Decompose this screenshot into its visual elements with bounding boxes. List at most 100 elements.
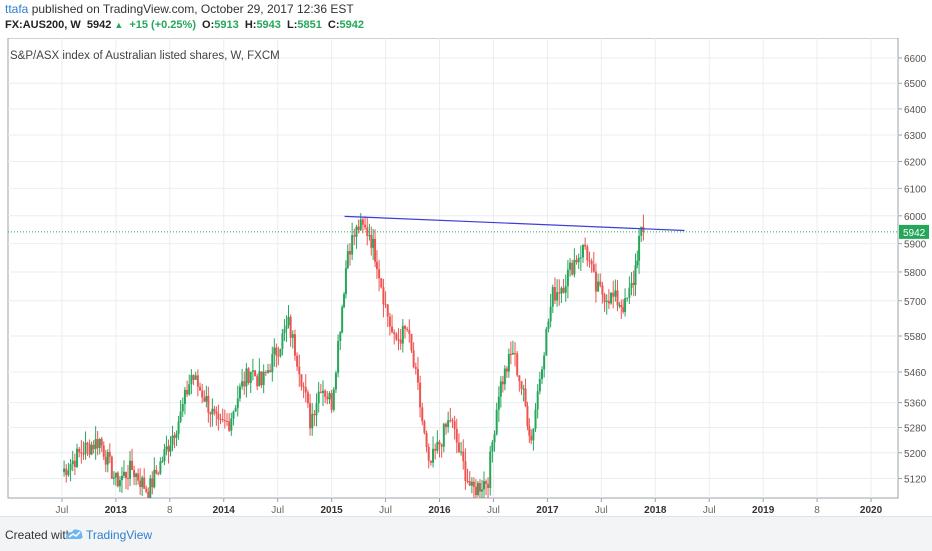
candle-body: [165, 446, 168, 450]
candle-body: [401, 326, 404, 344]
x-tick-label: 2017: [536, 505, 559, 516]
candle-body: [438, 441, 441, 445]
candle-body: [374, 238, 377, 262]
candle-body: [177, 421, 180, 434]
candle-body: [241, 381, 244, 387]
candle-body: [157, 473, 160, 475]
tradingview-brand-link[interactable]: TradingView: [86, 528, 153, 542]
change-value: +15 (+0.25%): [129, 19, 196, 31]
candle-body: [444, 423, 447, 428]
candle-body: [211, 408, 214, 415]
candle-body: [501, 381, 504, 385]
price-chart[interactable]: 5120 5200 5280 5360 5460 5580 5700 5800 5900 6000…: [0, 38, 932, 516]
candle-body: [579, 257, 582, 259]
candle-body: [153, 469, 156, 488]
candle-body: [92, 444, 95, 449]
candle-body: [254, 370, 257, 377]
y-tick-label: 5580: [904, 332, 927, 343]
candle-body: [223, 420, 226, 422]
candle-body: [285, 325, 288, 330]
candle-body: [460, 451, 463, 453]
candle-body: [343, 294, 346, 308]
candle-body: [258, 371, 261, 387]
candle-body: [442, 423, 445, 447]
candle-body: [436, 441, 439, 451]
candle-body: [551, 287, 554, 307]
last-price: 5942: [86, 19, 112, 31]
candle-body: [287, 316, 290, 326]
candle-body: [86, 442, 89, 445]
y-tick-label: 6300: [904, 131, 927, 142]
candle-body: [328, 393, 331, 400]
candle-body: [474, 486, 477, 496]
y-tick-label: 5800: [904, 268, 927, 279]
candle-body: [271, 354, 274, 373]
candle-body: [179, 411, 182, 422]
candle-body: [630, 282, 633, 288]
candle-body: [520, 381, 523, 389]
candle-body: [309, 403, 312, 429]
candle-body: [393, 332, 396, 334]
candle-body: [636, 260, 639, 266]
candle-body: [399, 339, 402, 344]
symbol-label: FX:AUS200, W: [5, 19, 81, 31]
tradingview-logo-icon[interactable]: [64, 526, 84, 542]
candle-body: [322, 390, 325, 393]
candle-body: [569, 262, 572, 270]
candle-body: [423, 421, 426, 433]
candle-body: [120, 475, 123, 481]
candle-body: [597, 281, 600, 292]
candle-body: [135, 473, 138, 477]
candle-body: [188, 384, 191, 395]
candle-body: [300, 374, 303, 387]
candle-body: [453, 421, 456, 429]
candle-body: [391, 326, 394, 333]
candle-body: [480, 489, 483, 492]
candle-body: [429, 460, 432, 463]
candle-body: [530, 435, 533, 441]
author-link[interactable]: ttafa: [5, 2, 29, 16]
candle-body: [364, 224, 367, 228]
y-tick-label: 5460: [904, 368, 927, 379]
candle-body: [487, 483, 490, 489]
candle-body: [538, 379, 541, 392]
candle-body: [133, 469, 136, 477]
candle-body: [339, 332, 342, 341]
candle-body: [534, 409, 537, 429]
candle-body: [451, 420, 454, 422]
candle-body: [372, 238, 375, 248]
candle-body: [624, 298, 627, 312]
candle-body: [232, 411, 235, 419]
candle-body: [524, 388, 527, 406]
candle-body: [532, 428, 535, 441]
candle-body: [375, 261, 378, 270]
candle-body: [594, 271, 597, 292]
candle-body: [330, 393, 333, 410]
candle-body: [590, 260, 593, 265]
candle-body: [251, 370, 254, 372]
candle-body: [273, 347, 276, 355]
candle-body: [194, 375, 197, 380]
y-tick-label: 5700: [904, 297, 927, 308]
candle-body: [269, 370, 272, 373]
candle-body: [499, 381, 502, 397]
resistance-trendline: [344, 215, 685, 232]
created-with-text: Created with: [5, 528, 73, 542]
candle-body: [230, 418, 233, 431]
candle-body: [141, 477, 144, 487]
candle-body: [397, 339, 400, 341]
candle-body: [262, 371, 265, 386]
candle-body: [455, 428, 458, 443]
candle-body: [511, 352, 514, 355]
candle-body: [464, 461, 467, 481]
candle-body: [573, 259, 576, 275]
candle-body: [161, 460, 164, 462]
last-price-tag-label: 5942: [903, 228, 926, 239]
candle-body: [503, 368, 506, 385]
candle-body: [90, 444, 93, 455]
candle-body: [457, 442, 460, 453]
candle-body: [419, 382, 422, 408]
plot-frame: [7, 38, 899, 499]
x-tick-label: 2019: [752, 505, 775, 516]
candle-body: [628, 287, 631, 298]
